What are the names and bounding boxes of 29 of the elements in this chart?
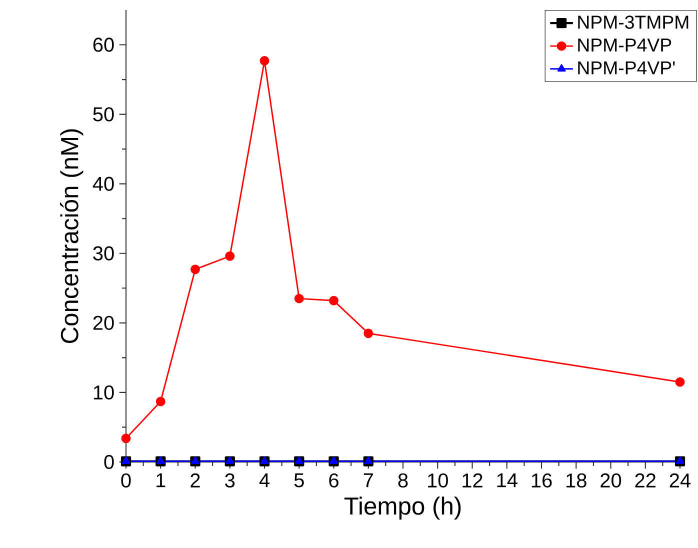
y-tick-label: 10 <box>94 385 114 400</box>
y-axis-title: Concentración (nM) <box>60 129 84 344</box>
x-tick-label: 2 <box>190 473 200 488</box>
y-tick-label: 50 <box>93 107 114 122</box>
x-tick-label: 1 <box>156 473 166 488</box>
x-tick-label: 0 <box>121 473 131 488</box>
y-tick-label: 20 <box>93 316 114 330</box>
y-tick-label: 0 <box>104 454 114 470</box>
y-tick-label: 60 <box>93 38 114 52</box>
x-tick-label: 7 <box>364 473 373 488</box>
x-tick-label: 22 <box>635 473 656 488</box>
x-tick-label: 20 <box>600 473 622 488</box>
legend-label: NPM-P4VP <box>578 38 672 52</box>
x-axis-title: Tiempo (h) <box>344 496 461 520</box>
x-tick-label: 14 <box>497 473 518 488</box>
legend-label: NPM-P4VP' <box>578 61 675 74</box>
legend-label: NPM-3TMPM <box>578 16 688 29</box>
x-tick-label: 6 <box>329 473 338 488</box>
x-tick-label: 18 <box>566 473 586 488</box>
x-tick-label: 4 <box>259 473 270 488</box>
x-tick-label: 16 <box>532 473 552 488</box>
y-tick-label: 30 <box>93 246 114 260</box>
y-tick-label: 40 <box>92 176 114 191</box>
x-tick-label: 3 <box>225 473 235 488</box>
x-tick-label: 8 <box>398 473 408 488</box>
x-tick-label: 5 <box>294 473 304 488</box>
x-tick-label: 12 <box>462 473 482 488</box>
x-tick-label: 24 <box>670 473 691 488</box>
x-tick-label: 10 <box>428 473 448 488</box>
